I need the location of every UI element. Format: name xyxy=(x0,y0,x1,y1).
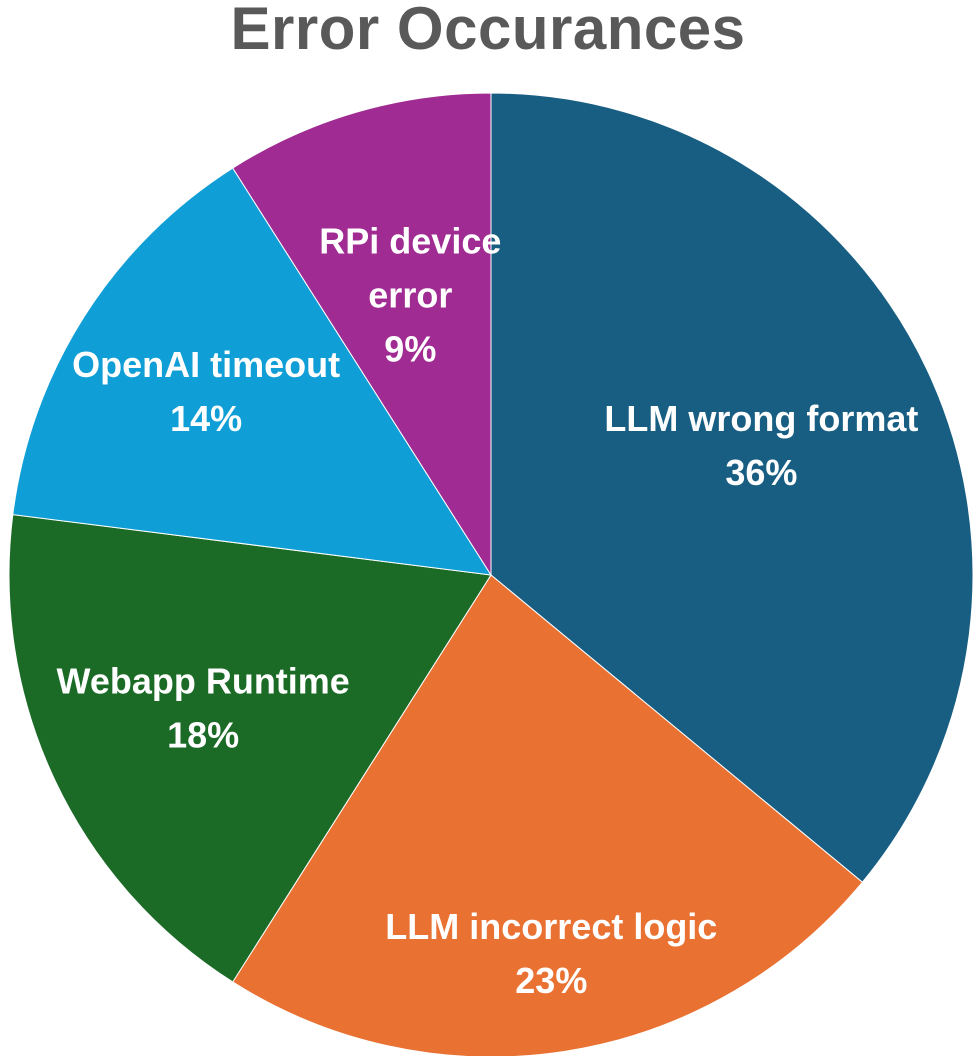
pie-slices xyxy=(8,92,974,1056)
data-label-category: OpenAI timeout xyxy=(72,344,340,385)
data-label-llm-wrong-format: LLM wrong format 36% xyxy=(604,397,918,492)
pie-labels: LLM wrong format 36% LLM incorrect logic 23… xyxy=(56,220,918,1001)
data-label-rpi-device-error: RPi device error 9% xyxy=(319,220,501,369)
data-label-category: Webapp Runtime xyxy=(56,660,349,701)
data-label-value: 9% xyxy=(384,328,436,369)
data-label-llm-incorrect-logic: LLM incorrect logic 23% xyxy=(385,905,717,1000)
data-label-category: error xyxy=(368,274,452,315)
data-label-value: 18% xyxy=(167,714,239,755)
data-label-category: LLM incorrect logic xyxy=(385,905,717,946)
data-label-openai-timeout: OpenAI timeout 14% xyxy=(72,344,340,439)
data-label-value: 36% xyxy=(725,451,797,492)
pie-slice-openai-timeout xyxy=(12,167,492,576)
pie-slice-webapp-runtime xyxy=(8,514,492,983)
data-label-category: RPi device xyxy=(319,220,501,261)
data-label-value: 14% xyxy=(170,398,242,439)
data-label-webapp-runtime: Webapp Runtime 18% xyxy=(56,660,349,755)
chart-title: Error Occurances xyxy=(230,0,746,62)
data-label-category: LLM wrong format xyxy=(604,397,918,438)
pie-slice-llm-incorrect-logic xyxy=(232,574,864,1056)
pie-slice-llm-wrong-format xyxy=(490,92,974,883)
data-label-value: 23% xyxy=(515,959,587,1000)
pie-slice-rpi-device-error xyxy=(232,92,492,577)
